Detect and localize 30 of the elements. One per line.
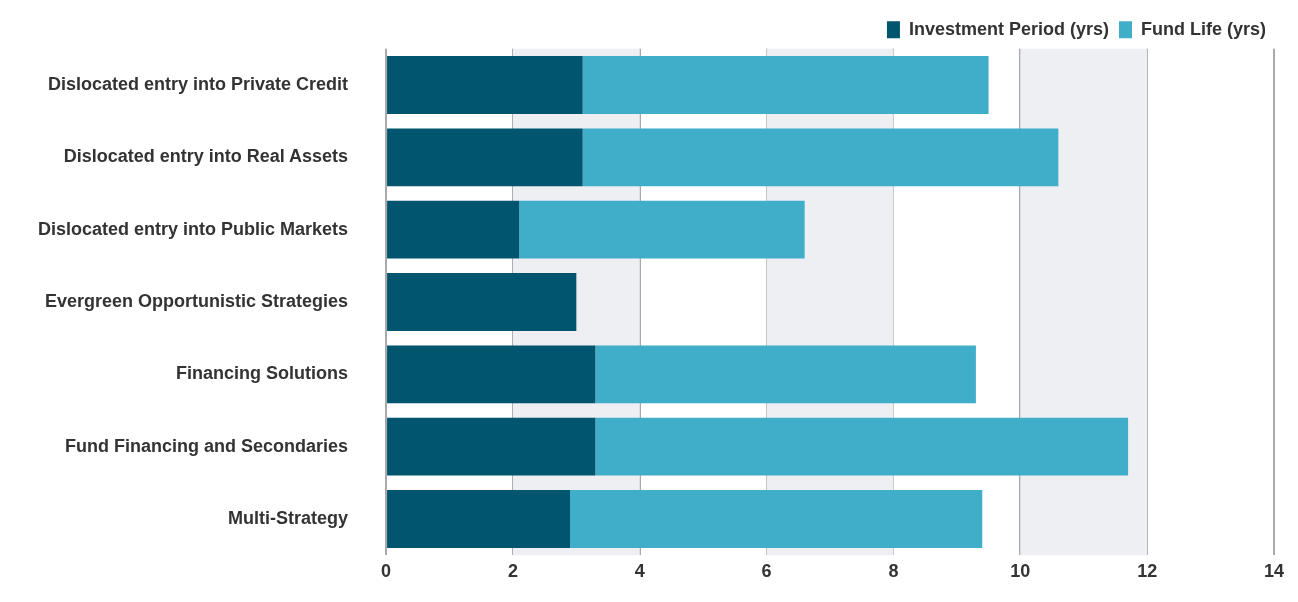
bar	[387, 417, 596, 476]
bar	[519, 200, 805, 259]
x-tick-label: 14	[1263, 560, 1284, 581]
x-tick-label: 2	[507, 560, 518, 581]
bar	[570, 490, 983, 548]
bar	[582, 128, 1059, 187]
y-tick-label: Multi-Strategy	[228, 508, 349, 528]
x-tick-label: 4	[634, 560, 645, 581]
x-tick-label: 12	[1137, 560, 1158, 581]
y-tick-label: Dislocated entry into Real Assets	[63, 146, 349, 167]
y-tick-label: Dislocated entry into Public Markets	[38, 218, 349, 239]
bar	[595, 345, 976, 404]
bar	[387, 56, 583, 114]
bar	[387, 490, 570, 548]
legend-label: Investment Period (yrs)	[908, 18, 1110, 39]
bar	[387, 128, 583, 187]
bar	[387, 200, 520, 259]
bar	[387, 345, 596, 404]
y-tick-label: Dislocated entry into Private Credit	[48, 73, 349, 94]
y-tick-label: Evergreen Opportunistic Strategies	[44, 290, 349, 311]
x-tick-label: 10	[1010, 560, 1031, 581]
bar	[582, 56, 989, 114]
y-tick-label: Financing Solutions	[176, 363, 349, 384]
bar	[387, 273, 577, 331]
bar	[595, 417, 1129, 476]
y-tick-label: Fund Financing and Secondaries	[65, 435, 349, 456]
x-tick-label: 0	[381, 560, 392, 581]
x-tick-label: 8	[888, 560, 899, 581]
x-tick-label: 6	[761, 560, 772, 581]
legend-label: Fund Life (yrs)	[1141, 18, 1267, 39]
